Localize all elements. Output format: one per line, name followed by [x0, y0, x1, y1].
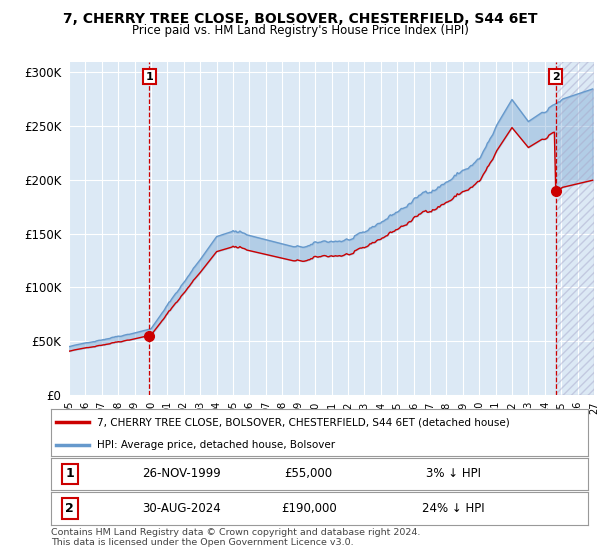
- Text: 2: 2: [65, 502, 74, 515]
- Text: 7, CHERRY TREE CLOSE, BOLSOVER, CHESTERFIELD, S44 6ET (detached house): 7, CHERRY TREE CLOSE, BOLSOVER, CHESTERF…: [97, 417, 509, 427]
- Text: 30-AUG-2024: 30-AUG-2024: [142, 502, 221, 515]
- Text: 1: 1: [146, 72, 153, 82]
- Text: £190,000: £190,000: [281, 502, 337, 515]
- Text: Contains HM Land Registry data © Crown copyright and database right 2024.
This d: Contains HM Land Registry data © Crown c…: [51, 528, 421, 548]
- Text: 1: 1: [65, 467, 74, 480]
- Text: HPI: Average price, detached house, Bolsover: HPI: Average price, detached house, Bols…: [97, 440, 335, 450]
- Text: 7, CHERRY TREE CLOSE, BOLSOVER, CHESTERFIELD, S44 6ET: 7, CHERRY TREE CLOSE, BOLSOVER, CHESTERF…: [63, 12, 537, 26]
- Text: £55,000: £55,000: [284, 467, 333, 480]
- Text: Price paid vs. HM Land Registry's House Price Index (HPI): Price paid vs. HM Land Registry's House …: [131, 24, 469, 37]
- Text: 26-NOV-1999: 26-NOV-1999: [142, 467, 221, 480]
- Text: 24% ↓ HPI: 24% ↓ HPI: [422, 502, 485, 515]
- Text: 3% ↓ HPI: 3% ↓ HPI: [426, 467, 481, 480]
- Text: 2: 2: [552, 72, 560, 82]
